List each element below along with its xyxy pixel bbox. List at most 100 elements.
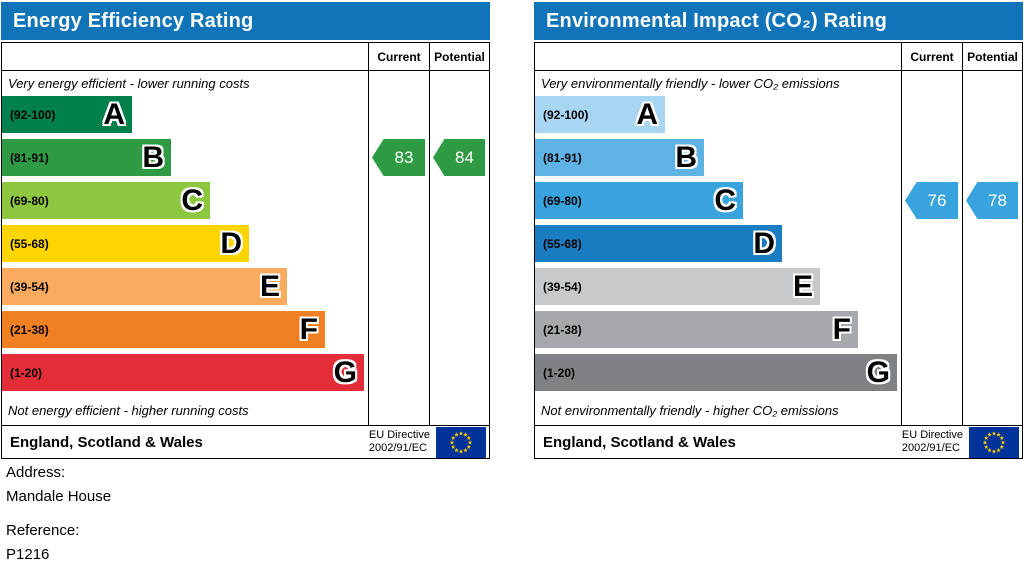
environmental-impact-panel: Environmental Impact (CO₂) Rating Curren… xyxy=(534,2,1023,459)
environmental-impact-chart: Current Potential Very environmentally f… xyxy=(534,42,1023,459)
band-letter: A xyxy=(636,97,658,131)
band-range: (21-38) xyxy=(543,322,582,337)
current-column-header: Current xyxy=(368,43,429,70)
band-bar-f: (21-38) F xyxy=(2,311,325,348)
band-row-d: (55-68) D xyxy=(535,225,901,268)
current-column: 76 xyxy=(901,71,962,425)
band-row-g: (1-20) G xyxy=(2,354,368,397)
region-label: England, Scotland & Wales xyxy=(543,433,736,451)
band-letter: F xyxy=(299,312,318,346)
band-range: (55-68) xyxy=(543,236,582,251)
eu-flag-icon xyxy=(436,426,486,458)
region-label: England, Scotland & Wales xyxy=(10,433,203,451)
eu-directive-line2: 2002/91/EC xyxy=(901,442,960,454)
band-letter: A xyxy=(103,97,125,131)
band-row-a: (92-100) A xyxy=(535,96,901,139)
band-bar-c: (69-80) C xyxy=(535,182,743,219)
band-row-c: (69-80) C xyxy=(2,182,368,225)
band-range: (81-91) xyxy=(10,150,49,165)
band-row-c: (69-80) C xyxy=(535,182,901,225)
band-letter: D xyxy=(220,226,242,260)
band-letter: C xyxy=(714,183,736,217)
band-range: (69-80) xyxy=(10,193,49,208)
panel-footer: England, Scotland & Wales EU Directive 2… xyxy=(535,425,1022,458)
band-range: (1-20) xyxy=(10,365,43,380)
band-range: (92-100) xyxy=(10,107,56,122)
band-range: (1-20) xyxy=(543,365,576,380)
main-column-header xyxy=(535,43,901,70)
band-range: (21-38) xyxy=(10,322,49,337)
chart-area: Very energy efficient - lower running co… xyxy=(2,71,489,425)
band-bar-d: (55-68) D xyxy=(535,225,782,262)
panel-footer: England, Scotland & Wales EU Directive 2… xyxy=(2,425,489,458)
band-range: (55-68) xyxy=(10,236,49,251)
energy-efficiency-panel: Energy Efficiency Rating Current Potenti… xyxy=(1,2,490,459)
bands-column: Very environmentally friendly - lower CO… xyxy=(535,71,901,425)
band-bar-b: (81-91) B xyxy=(2,139,171,176)
band-letter: B xyxy=(675,140,697,174)
band-bar-a: (92-100) A xyxy=(2,96,132,133)
eu-directive-line1: EU Directive xyxy=(901,428,963,441)
band-letter: G xyxy=(866,355,890,389)
potential-rating-arrow: 84 xyxy=(433,139,485,176)
band-row-e: (39-54) E xyxy=(535,268,901,311)
eu-directive-label: EU Directive 2002/91/EC xyxy=(369,429,430,455)
band-letter: G xyxy=(333,355,357,389)
potential-rating-arrow: 78 xyxy=(966,182,1018,219)
band-bar-a: (92-100) A xyxy=(535,96,665,133)
band-bar-g: (1-20) G xyxy=(2,354,364,391)
reference-label: Reference: xyxy=(6,522,80,539)
address-value: Mandale House xyxy=(6,488,112,505)
band-bar-b: (81-91) B xyxy=(535,139,704,176)
spacer xyxy=(6,509,111,519)
address-block: Address: Mandale House Reference: P1216 xyxy=(6,461,111,567)
current-rating-value: 76 xyxy=(927,190,947,210)
band-letter: F xyxy=(832,312,851,346)
band-row-f: (21-38) F xyxy=(2,311,368,354)
eu-directive-line2: 2002/91/EC xyxy=(368,442,427,454)
potential-column: 78 xyxy=(962,71,1022,425)
band-range: (92-100) xyxy=(543,107,589,122)
current-column: 83 xyxy=(368,71,429,425)
potential-rating-value: 84 xyxy=(455,147,474,167)
band-range: (39-54) xyxy=(543,279,582,294)
band-letter: E xyxy=(792,269,813,303)
address-label: Address: xyxy=(6,464,66,481)
band-row-d: (55-68) D xyxy=(2,225,368,268)
band-range: (39-54) xyxy=(10,279,49,294)
current-rating-arrow: 83 xyxy=(372,139,425,176)
chart-area: Very environmentally friendly - lower CO… xyxy=(535,71,1022,425)
current-rating-value: 83 xyxy=(394,147,414,167)
band-row-b: (81-91) B xyxy=(535,139,901,182)
potential-column-header: Potential xyxy=(429,43,489,70)
band-letter: D xyxy=(753,226,775,260)
band-bar-g: (1-20) G xyxy=(535,354,897,391)
current-column-header: Current xyxy=(901,43,962,70)
potential-rating-value: 78 xyxy=(988,190,1007,210)
column-header-row: Current Potential xyxy=(2,43,489,71)
potential-column-header: Potential xyxy=(962,43,1022,70)
energy-efficiency-title: Energy Efficiency Rating xyxy=(1,2,490,40)
column-header-row: Current Potential xyxy=(535,43,1022,71)
eu-directive-line1: EU Directive xyxy=(368,428,430,441)
potential-column: 84 xyxy=(429,71,489,425)
bands-column: Very energy efficient - lower running co… xyxy=(2,71,368,425)
band-row-f: (21-38) F xyxy=(535,311,901,354)
band-letter: C xyxy=(181,183,203,217)
bottom-note: Not energy efficient - higher running co… xyxy=(8,403,249,418)
band-row-g: (1-20) G xyxy=(535,354,901,397)
band-row-a: (92-100) A xyxy=(2,96,368,139)
top-note: Very environmentally friendly - lower CO… xyxy=(541,76,840,91)
band-bar-c: (69-80) C xyxy=(2,182,210,219)
energy-efficiency-chart: Current Potential Very energy efficient … xyxy=(1,42,490,459)
current-rating-arrow: 76 xyxy=(905,182,958,219)
main-column-header xyxy=(2,43,368,70)
band-bar-d: (55-68) D xyxy=(2,225,249,262)
environmental-impact-title: Environmental Impact (CO₂) Rating xyxy=(534,2,1023,40)
band-bar-e: (39-54) E xyxy=(535,268,820,305)
band-bar-f: (21-38) F xyxy=(535,311,858,348)
top-note: Very energy efficient - lower running co… xyxy=(8,76,250,91)
band-row-b: (81-91) B xyxy=(2,139,368,182)
band-letter: B xyxy=(142,140,164,174)
bottom-note: Not environmentally friendly - higher CO… xyxy=(541,403,839,418)
